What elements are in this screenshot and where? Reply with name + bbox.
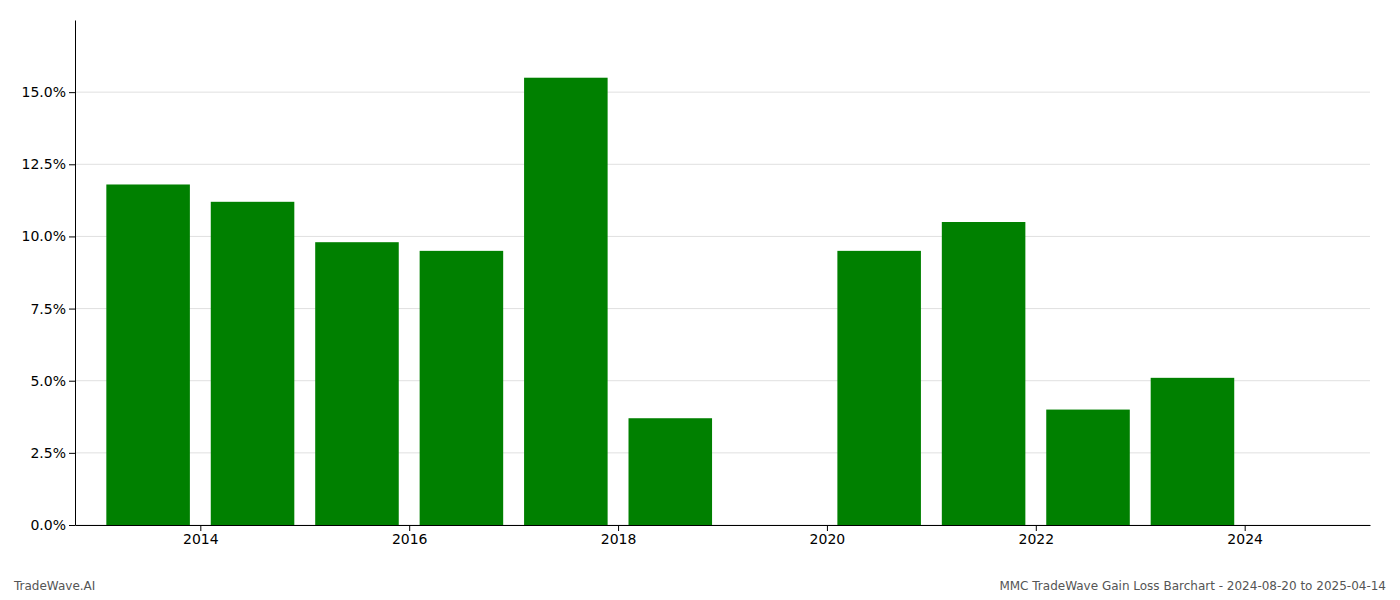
x-tick-label: 2020 <box>810 531 846 547</box>
y-axis: 0.0% 2.5% 5.0% 7.5% 10.0% 12.5% 15.0% <box>22 21 76 533</box>
x-tick-label: 2022 <box>1018 531 1054 547</box>
y-tick-mark <box>69 525 75 526</box>
y-tick: 10.0% <box>22 228 75 244</box>
x-axis-line <box>76 525 1371 526</box>
plot: 0.0%2.5%5.0%7.5%10.0%12.5%15.0%201420162… <box>22 21 1371 547</box>
y-tick: 5.0% <box>30 373 75 389</box>
x-tick: 2018 <box>601 525 637 547</box>
y-tick-mark <box>69 453 75 454</box>
bar <box>1046 410 1130 525</box>
footer-left: TradeWave.AI <box>13 579 95 593</box>
bars <box>106 78 1234 525</box>
x-tick-label: 2024 <box>1227 531 1263 547</box>
bar <box>315 242 399 525</box>
y-axis-line <box>75 21 76 526</box>
x-tick: 2020 <box>810 525 846 547</box>
x-tick: 2024 <box>1227 525 1263 547</box>
bar <box>106 184 190 525</box>
x-axis: 2014 2016 2018 2020 2022 2024 <box>76 525 1371 547</box>
y-tick-label: 2.5% <box>30 445 66 461</box>
x-tick-label: 2016 <box>392 531 428 547</box>
bar <box>524 78 608 525</box>
y-tick-label: 0.0% <box>30 517 66 533</box>
y-tick-label: 7.5% <box>30 301 66 317</box>
bar <box>211 202 295 525</box>
y-tick: 15.0% <box>22 84 75 100</box>
y-tick-label: 5.0% <box>30 373 66 389</box>
grid-line <box>75 164 1370 165</box>
y-tick-mark <box>69 92 75 93</box>
x-tick-label: 2014 <box>183 531 219 547</box>
y-tick-label: 15.0% <box>22 84 66 100</box>
y-tick-label: 10.0% <box>22 228 66 244</box>
y-tick-mark <box>69 309 75 310</box>
grid-line <box>75 92 1370 93</box>
y-tick-mark <box>69 236 75 237</box>
grid <box>75 92 1370 525</box>
bar <box>420 251 504 525</box>
footer-right: MMC TradeWave Gain Loss Barchart - 2024-… <box>999 579 1386 593</box>
chart: 0.0%2.5%5.0%7.5%10.0%12.5%15.0%201420162… <box>0 0 1400 600</box>
y-tick-mark <box>69 164 75 165</box>
x-tick-label: 2018 <box>601 531 637 547</box>
x-tick: 2022 <box>1018 525 1054 547</box>
y-tick-label: 12.5% <box>22 156 66 172</box>
x-tick: 2014 <box>183 525 219 547</box>
bar <box>629 418 713 525</box>
y-tick-mark <box>69 381 75 382</box>
y-tick: 0.0% <box>30 517 75 533</box>
y-tick: 12.5% <box>22 156 75 172</box>
y-tick: 2.5% <box>30 445 75 461</box>
x-tick: 2016 <box>392 525 428 547</box>
bar <box>837 251 921 525</box>
bar <box>1151 378 1235 525</box>
y-tick: 7.5% <box>30 301 75 317</box>
bar <box>942 222 1026 525</box>
